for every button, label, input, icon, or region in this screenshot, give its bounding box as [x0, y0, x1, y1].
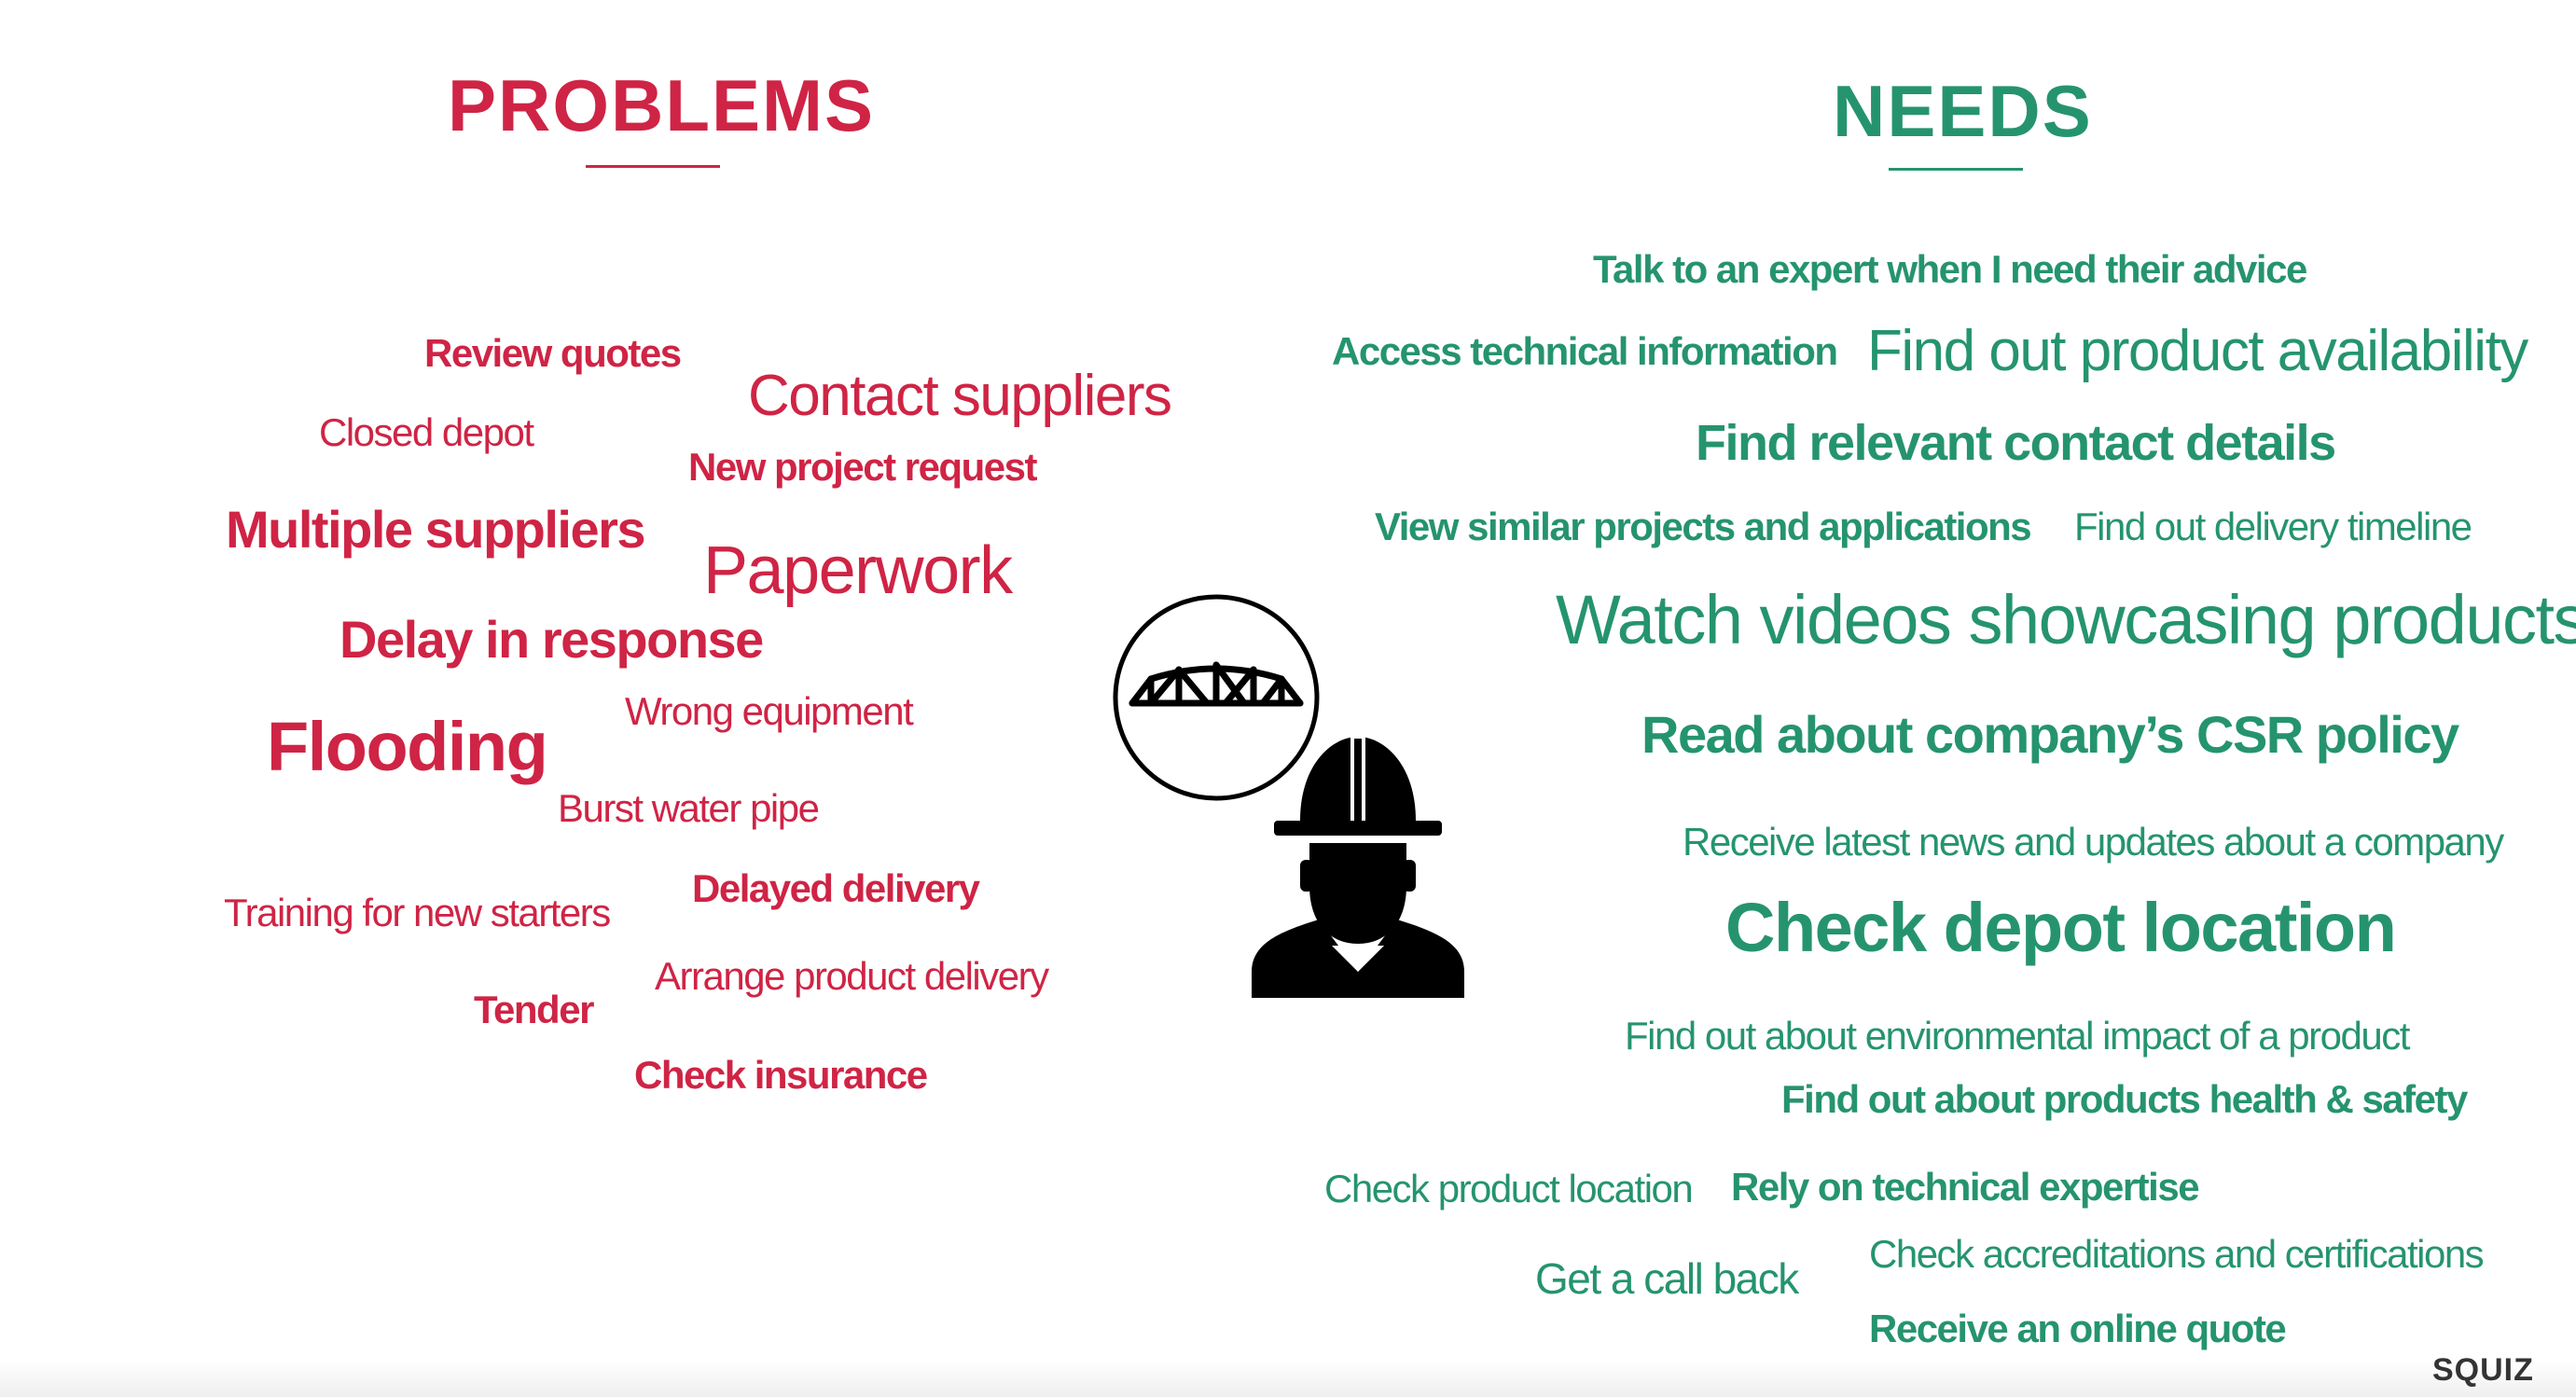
need-find-relevant-contact-details: Find relevant contact details: [1696, 415, 2336, 471]
problem-paperwork: Paperwork: [703, 533, 1013, 608]
problems-underline: [586, 165, 720, 168]
need-check-product-location: Check product location: [1324, 1167, 1694, 1210]
problem-flooding: Flooding: [267, 708, 548, 785]
problem-check-insurance: Check insurance: [634, 1053, 928, 1097]
brand-logo: SQUIZ: [2432, 1352, 2534, 1388]
problem-delayed-delivery: Delayed delivery: [692, 866, 980, 910]
problem-multiple-suppliers: Multiple suppliers: [226, 500, 646, 559]
need-environmental-impact: Find out about environmental impact of a…: [1625, 1014, 2410, 1058]
need-access-technical-information: Access technical information: [1332, 329, 1838, 373]
problem-burst-water-pipe: Burst water pipe: [558, 786, 820, 830]
construction-worker-icon: [1252, 735, 1464, 998]
bridge-icon: [1113, 594, 1320, 801]
need-find-out-product-availability: Find out product availability: [1867, 319, 2528, 383]
bottom-fade: [0, 1360, 2576, 1397]
problem-contact-suppliers: Contact suppliers: [748, 364, 1172, 428]
need-check-depot-location: Check depot location: [1725, 889, 2397, 966]
need-read-csr-policy: Read about company’s CSR policy: [1641, 705, 2459, 764]
need-products-health-safety: Find out about products health & safety: [1781, 1077, 2468, 1121]
need-find-out-delivery-timeline: Find out delivery timeline: [2074, 505, 2472, 548]
problem-tender: Tender: [474, 988, 594, 1031]
need-receive-online-quote: Receive an online quote: [1869, 1307, 2287, 1350]
need-watch-videos: Watch videos showcasing products: [1556, 581, 2576, 658]
problems-heading: PROBLEMS: [448, 64, 876, 146]
need-rely-on-technical-expertise: Rely on technical expertise: [1731, 1165, 2200, 1209]
problem-arrange-product-delivery: Arrange product delivery: [655, 954, 1049, 998]
needs-heading: NEEDS: [1833, 70, 2093, 152]
need-talk-to-expert: Talk to an expert when I need their advi…: [1593, 247, 2307, 291]
problem-closed-depot: Closed depot: [319, 410, 534, 454]
need-get-a-call-back: Get a call back: [1535, 1254, 1799, 1303]
problem-new-project-request: New project request: [688, 445, 1037, 489]
problem-delay-in-response: Delay in response: [339, 610, 764, 669]
need-receive-latest-news: Receive latest news and updates about a …: [1683, 820, 2504, 864]
problem-review-quotes: Review quotes: [424, 331, 682, 375]
problem-wrong-equipment: Wrong equipment: [625, 689, 914, 733]
need-view-similar-projects: View similar projects and applications: [1375, 505, 2032, 548]
needs-underline: [1889, 168, 2023, 171]
problem-training-for-new-starters: Training for new starters: [224, 891, 611, 934]
need-check-accreditations: Check accreditations and certifications: [1869, 1232, 2485, 1276]
